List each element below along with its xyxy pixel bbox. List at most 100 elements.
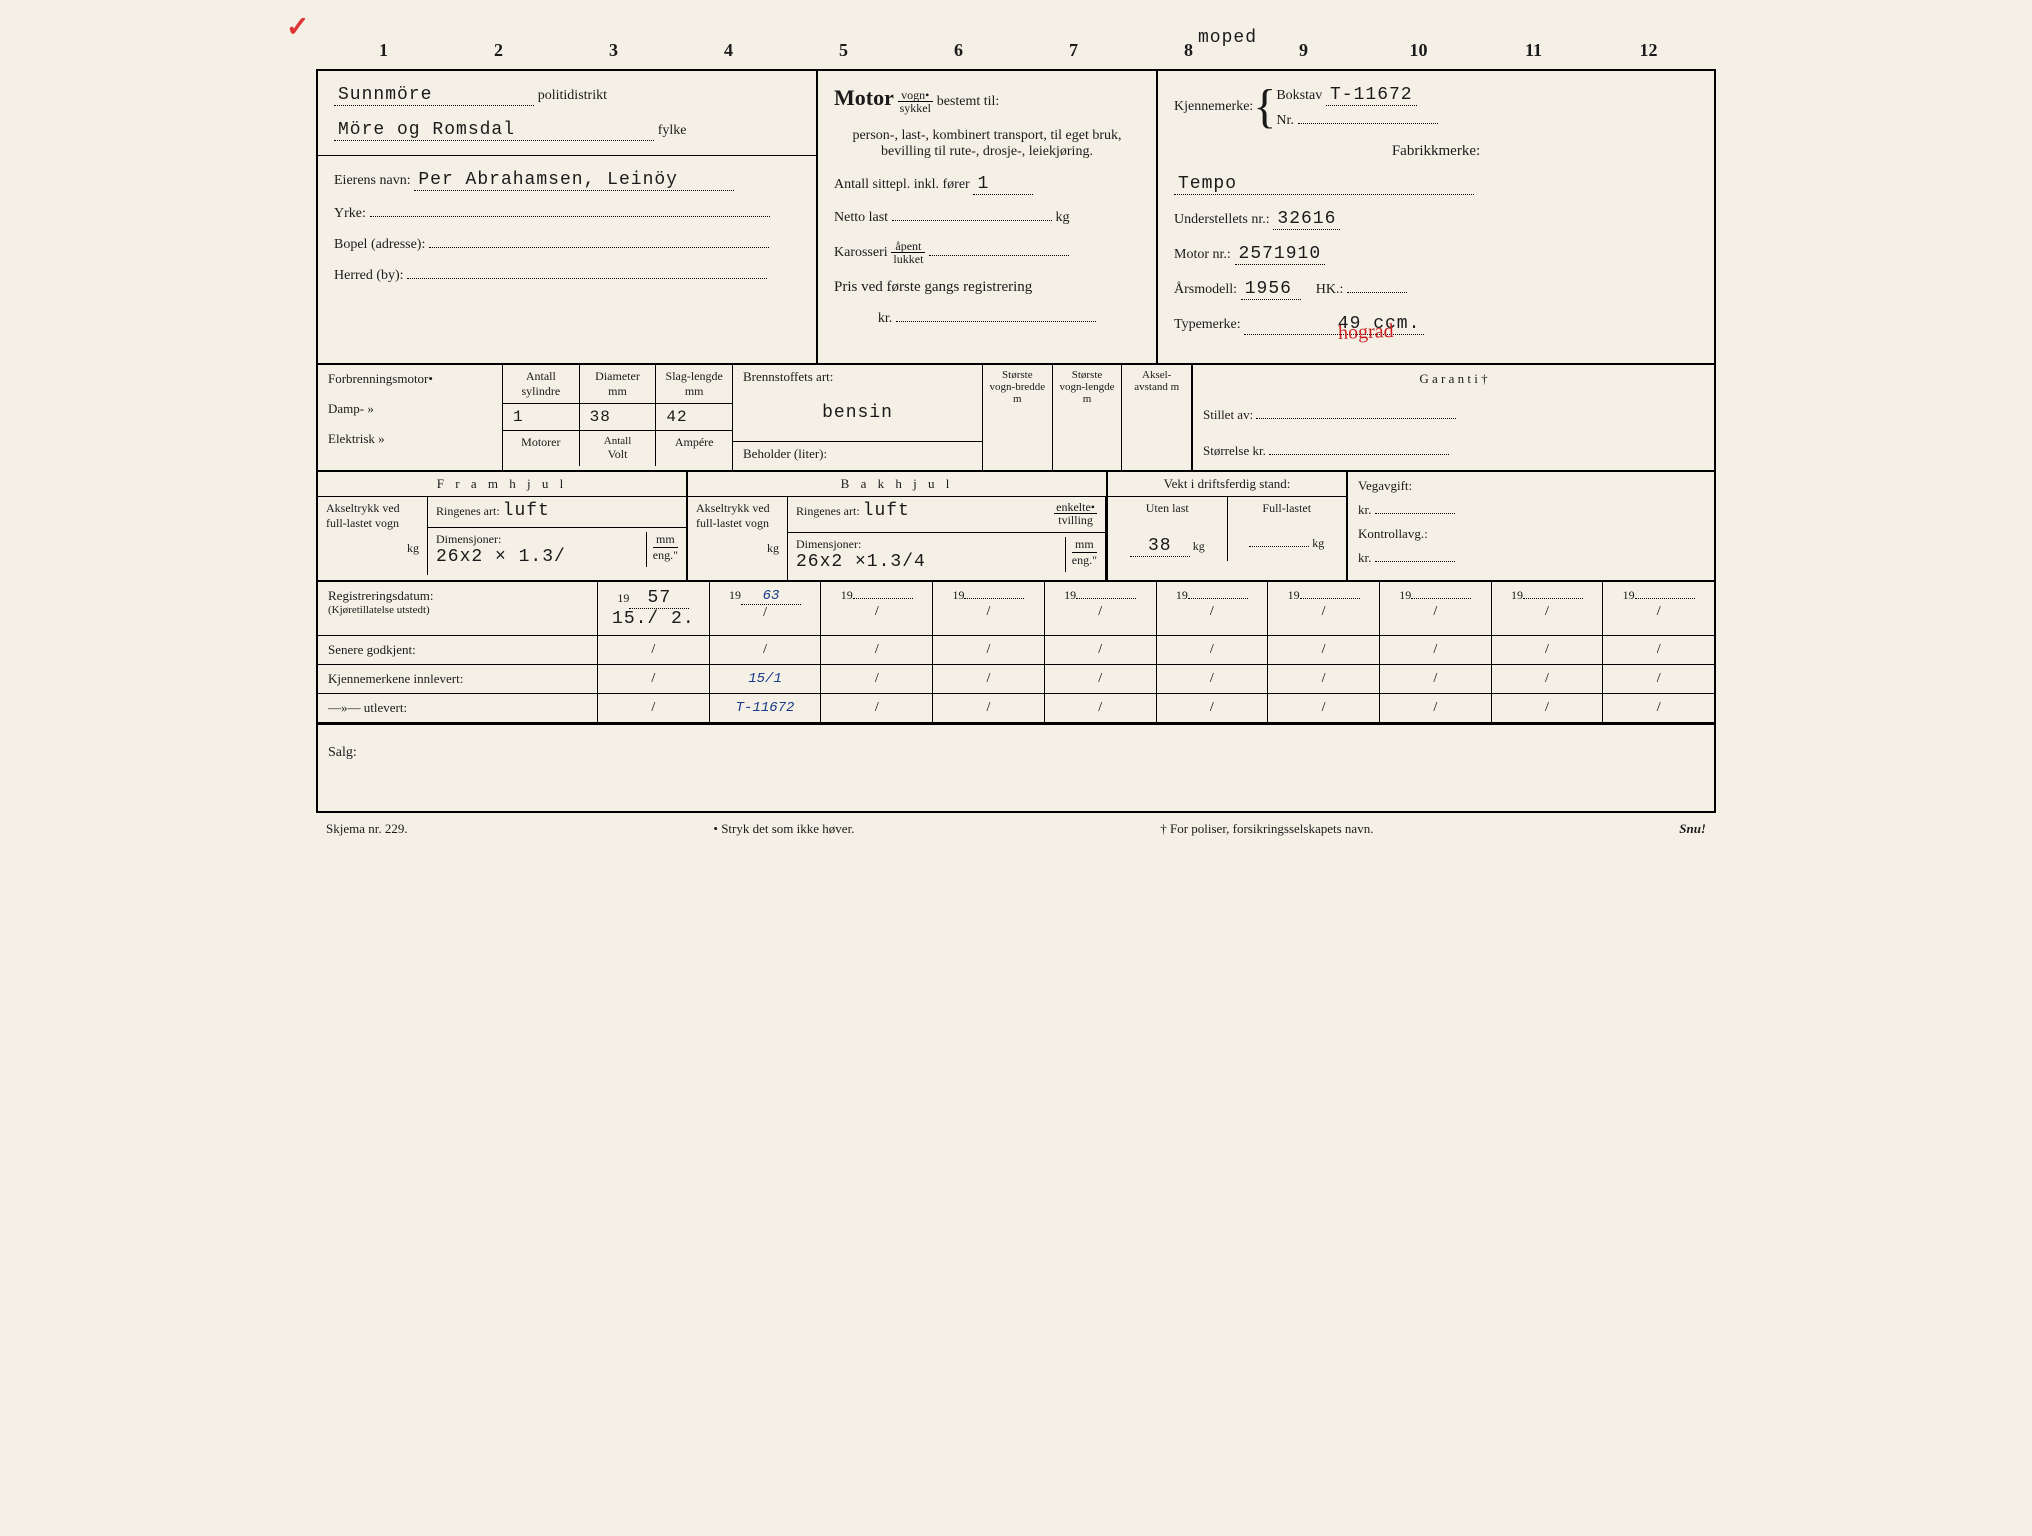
red-signature: hograd [1338, 320, 1394, 345]
checkmark: ✓ [286, 10, 309, 44]
reg-col-4: 19/ [933, 582, 1045, 635]
typemerke-label: Typemerke: [1174, 317, 1241, 332]
understell-value: 32616 [1273, 209, 1340, 230]
yrke-label: Yrke: [334, 206, 366, 221]
forbrenning-label: Forbrenningsmotor• [328, 371, 492, 387]
stryk-note: • Stryk det som ikke høver. [713, 821, 854, 837]
reg-col-9: 19/ [1492, 582, 1604, 635]
nr-label: Nr. [1276, 113, 1294, 128]
wheels-section: F r a m h j u l Akseltrykk ved full-last… [318, 470, 1714, 580]
full-label: Full-lastet [1236, 501, 1339, 516]
right-column: Kjennemerke: { Bokstav T-11672 Nr. Fabri… [1158, 71, 1714, 363]
ruler-2: 2 [441, 40, 556, 61]
reg-col-7: 19/ [1268, 582, 1380, 635]
kjennemerke-label: Kjennemerke: [1174, 99, 1253, 115]
kg-fram: kg [326, 541, 419, 556]
reg-col-10: 19/ [1603, 582, 1714, 635]
fylke-value: Möre og Romsdal [334, 120, 654, 141]
luft-fram: luft [503, 501, 550, 521]
netto-unit: kg [1056, 210, 1070, 225]
stillet-value [1256, 418, 1456, 419]
engine-section: Forbrenningsmotor• Damp- » Elektrisk » A… [318, 363, 1714, 470]
motor-desc: person-, last-, kombinert transport, til… [834, 128, 1140, 160]
innlevert-label: Kjennemerkene innlevert: [318, 665, 598, 693]
nr-value [1298, 123, 1438, 124]
sylindre-header: Antall sylindre [503, 365, 580, 403]
motor-title: Motor [834, 85, 894, 110]
reg-col-5: 19/ [1045, 582, 1157, 635]
ruler-7: 7 [1016, 40, 1131, 61]
ruler-1: 1 [326, 40, 441, 61]
karosseri-label: Karosseri [834, 245, 888, 260]
kg-bak: kg [696, 541, 779, 556]
senere-label: Senere godkjent: [318, 636, 598, 664]
garanti-section: G a r a n t i † Stillet av: Størrelse kr… [1193, 365, 1714, 470]
dim-fram-value: 26x2 × 1.3/ [436, 547, 566, 567]
ruler-8: 8 [1131, 40, 1246, 61]
garanti-label: G a r a n t i † [1203, 371, 1704, 387]
eier-label: Eierens navn: [334, 173, 411, 188]
dim-fram-label: Dimensjoner: [436, 532, 566, 547]
snu-label: Snu! [1679, 821, 1706, 837]
eng-fram: eng." [653, 547, 678, 563]
reg-col-1: 1957 15./ 2. [598, 582, 710, 635]
ampere-header: Ampére [656, 431, 732, 466]
eier-value: Per Abrahamsen, Leinöy [414, 170, 734, 191]
utlevert-label: —»— utlevert: [318, 694, 598, 722]
volt-header: Antall Volt [580, 431, 657, 466]
storrelse-value [1269, 454, 1449, 455]
brennstoff-header: Brennstoffets art: [743, 369, 972, 385]
vehicle-dims: Største vogn-bredde m Største vogn-lengd… [983, 365, 1193, 470]
mm-bak: mm [1072, 537, 1097, 552]
elektrisk-label: Elektrisk » [328, 431, 492, 447]
luft-bak: luft [863, 501, 910, 521]
uten-label: Uten last [1116, 501, 1219, 516]
brennstoff-value: bensin [743, 403, 972, 423]
herred-value [407, 278, 767, 279]
innlev-value: 15/1 [748, 671, 782, 687]
politidistrikt-value: Sunnmöre [334, 85, 534, 106]
understell-label: Understellets nr.: [1174, 212, 1270, 227]
sittepl-label: Antall sittepl. inkl. fører [834, 177, 970, 192]
ruler-9: 9 [1246, 40, 1361, 61]
ruler-10: 10 [1361, 40, 1476, 61]
beholder-header: Beholder (liter): [733, 441, 982, 466]
hk-value [1347, 292, 1407, 293]
ringenes-fram-label: Ringenes art: [436, 504, 500, 518]
uten-value: 38 [1130, 536, 1190, 557]
vekt-header: Vekt i driftsferdig stand: [1108, 472, 1346, 497]
bopel-label: Bopel (adresse): [334, 237, 425, 252]
avgift-section: Vegavgift: kr. Kontrollavg.: kr. [1348, 472, 1714, 580]
stillet-label: Stillet av: [1203, 407, 1253, 422]
netto-label: Netto last [834, 210, 888, 225]
aksel-header: Aksel-avstand m [1122, 365, 1193, 470]
reg-col-2: 1963 / [710, 582, 822, 635]
kontroll-label: Kontrollavg.: [1358, 526, 1704, 542]
footer: Skjema nr. 229. • Stryk det som ikke høv… [316, 813, 1716, 837]
brace-icon: { [1253, 90, 1276, 124]
hk-label: HK.: [1316, 282, 1344, 297]
ruler-12: 12 [1591, 40, 1706, 61]
bredde-header: Største vogn-bredde m [983, 365, 1053, 470]
reg-col-3: 19/ [821, 582, 933, 635]
motorer-header: Motorer [503, 431, 580, 466]
pris-label: Pris ved første gangs registrering [834, 279, 1140, 296]
akseltrykk-bak-label: Akseltrykk ved full-lastet vogn [696, 501, 770, 530]
pris-value [896, 321, 1096, 322]
ruler-3: 3 [556, 40, 671, 61]
registration-table: Registreringsdatum: (Kjøretillatelse uts… [318, 580, 1714, 723]
skjema-nr: Skjema nr. 229. [326, 821, 408, 837]
politidistrikt-label: politidistrikt [538, 88, 607, 103]
reg-col-8: 19/ [1380, 582, 1492, 635]
ruler-6: 6 [901, 40, 1016, 61]
vogn-sykkel-frac: vogn• sykkel [898, 89, 933, 114]
motornr-label: Motor nr.: [1174, 247, 1231, 262]
motornr-value: 2571910 [1235, 244, 1326, 265]
diameter-value: 38 [580, 404, 657, 430]
reg-col-6: 19/ [1157, 582, 1269, 635]
utlev-value: T-11672 [736, 700, 795, 716]
fabrikk-label: Fabrikkmerke: [1174, 143, 1698, 160]
fuel-section: Brennstoffets art: bensin Beholder (lite… [733, 365, 983, 470]
eng-bak: eng." [1072, 552, 1097, 568]
bopel-value [429, 247, 769, 248]
